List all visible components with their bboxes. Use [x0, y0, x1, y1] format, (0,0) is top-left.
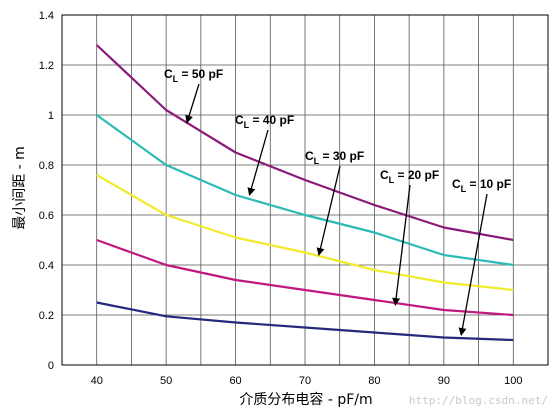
x-tick-label: 100: [504, 375, 522, 387]
annotation-label: CL = 10 pF: [452, 177, 511, 194]
x-tick-label: 60: [229, 375, 241, 387]
annotation-arrow: [316, 165, 341, 256]
x-tick-label: 80: [368, 375, 380, 387]
annotation-5: CL = 10 pF: [452, 177, 511, 336]
annotation-arrow: [458, 193, 488, 336]
watermark: http://blog.csdn.net/: [409, 394, 548, 407]
y-tick-label: 0.4: [39, 260, 54, 272]
annotation-prefix: C: [452, 177, 461, 191]
annotation-sub: L: [173, 74, 179, 84]
y-axis-label: 最小间距 - m: [12, 146, 28, 230]
series-group: [95, 44, 514, 342]
annotation-suffix: = 10 pF: [466, 177, 511, 191]
annotation-arrow: [247, 129, 269, 196]
y-tick-label: 0.6: [39, 210, 54, 222]
series-line-3: [96, 174, 514, 292]
series-line-5: [96, 301, 514, 342]
series-line-4: [96, 238, 514, 317]
x-axis-label: 介质分布电容 - pF/m: [239, 391, 372, 408]
annotation-sub: L: [389, 175, 395, 185]
annotation-sub: L: [244, 120, 250, 130]
annotation-label: CL = 50 pF: [164, 67, 223, 84]
plot-frame: [61, 14, 549, 366]
annotation-label: CL = 30 pF: [305, 149, 364, 166]
annotation-prefix: C: [305, 149, 314, 163]
annotation-prefix: C: [235, 113, 244, 127]
y-tick-label: 1: [48, 110, 54, 122]
series-line-1: [95, 44, 514, 242]
x-tick-label: 90: [438, 375, 450, 387]
annotation-1: CL = 50 pF: [164, 67, 223, 124]
tick-labels: 0 0.2 0.4 0.6 0.8 1 1.2 1.4 40 50 60 70 80 90 100: [39, 10, 523, 387]
annotation-arrow: [185, 83, 200, 124]
series-line-2: [96, 114, 514, 267]
y-tick-label: 0: [48, 360, 54, 372]
annotation-prefix: C: [380, 168, 389, 182]
annotation-suffix: = 50 pF: [178, 67, 223, 81]
annotation-sub: L: [461, 184, 467, 194]
annotation-suffix: = 20 pF: [394, 168, 439, 182]
annotation-sub: L: [314, 156, 320, 166]
annotation-3: CL = 30 pF: [305, 149, 364, 256]
annotation-suffix: = 30 pF: [319, 149, 364, 163]
annotation-prefix: C: [164, 67, 173, 81]
annotation-4: CL = 20 pF: [380, 168, 439, 306]
x-tick-label: 70: [299, 375, 311, 387]
y-tick-label: 1.2: [39, 60, 54, 72]
x-tick-label: 50: [160, 375, 172, 387]
y-tick-label: 0.2: [39, 310, 54, 322]
annotation-2: CL = 40 pF: [235, 113, 294, 196]
annotation-arrow: [392, 184, 411, 306]
y-tick-label: 0.8: [39, 160, 54, 172]
annotation-label: CL = 20 pF: [380, 168, 439, 185]
y-tick-label: 1.4: [39, 10, 54, 22]
x-tick-label: 40: [91, 375, 103, 387]
annotation-suffix: = 40 pF: [249, 113, 294, 127]
annotation-label: CL = 40 pF: [235, 113, 294, 130]
